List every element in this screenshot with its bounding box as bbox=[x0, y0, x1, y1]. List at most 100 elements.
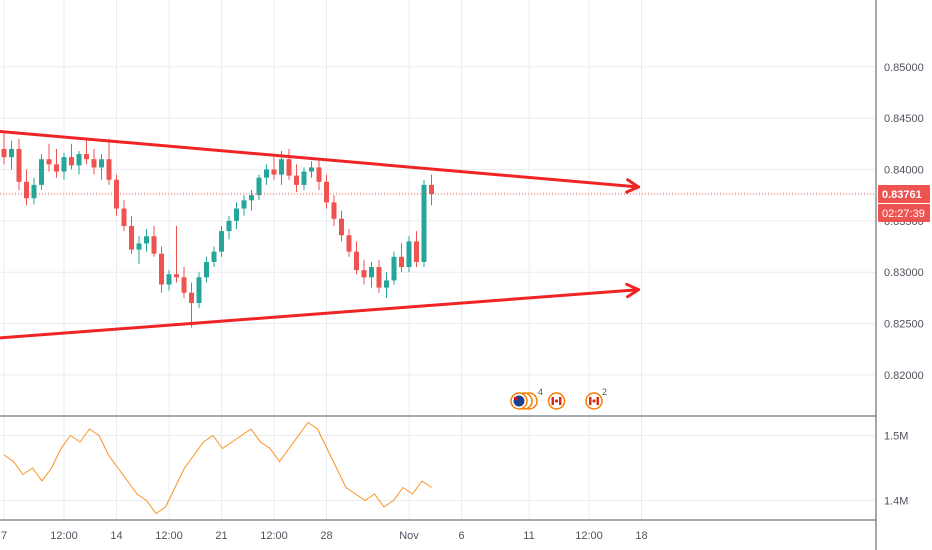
candle-body bbox=[391, 256, 397, 281]
time-tick-label: 12:00 bbox=[50, 530, 78, 542]
canada-flag-icon bbox=[589, 397, 592, 405]
candle-body bbox=[114, 179, 119, 209]
event-count: 2 bbox=[602, 387, 607, 397]
price-tick-label: 0.84500 bbox=[884, 113, 924, 125]
candle-body bbox=[174, 274, 179, 278]
time-tick-label: 12:00 bbox=[155, 530, 183, 542]
candle-body bbox=[76, 154, 82, 166]
last-price-value: 0.83761 bbox=[882, 189, 922, 201]
price-tick-label: 0.84000 bbox=[884, 164, 924, 176]
candle-body bbox=[354, 251, 359, 271]
time-tick-label: 6 bbox=[458, 530, 464, 542]
candle-body bbox=[294, 175, 299, 185]
candle-body bbox=[249, 195, 254, 201]
trendline-arrowhead bbox=[625, 178, 640, 194]
candle-body bbox=[234, 208, 239, 221]
time-tick-label: 21 bbox=[215, 530, 227, 542]
candle-body bbox=[39, 159, 44, 185]
candle-body bbox=[271, 169, 277, 175]
canada-flag-icon bbox=[596, 397, 599, 405]
candle-body bbox=[91, 159, 97, 168]
candle-body bbox=[279, 159, 284, 175]
price-tick-label: 0.82000 bbox=[884, 370, 924, 382]
candle-body bbox=[376, 267, 382, 288]
time-tick-label: 11 bbox=[523, 530, 534, 542]
trendline-arrowhead bbox=[625, 282, 640, 299]
candle-body bbox=[361, 270, 367, 278]
countdown-badge bbox=[878, 204, 930, 223]
canada-flag-icon bbox=[551, 397, 554, 405]
candlestick-series bbox=[0, 133, 876, 328]
australia-flag-icon bbox=[514, 397, 518, 400]
candle-body bbox=[16, 148, 22, 182]
bar-countdown: 02:27:39 bbox=[882, 208, 925, 220]
candle-body bbox=[54, 164, 59, 172]
candle-body bbox=[84, 154, 89, 160]
candle-body bbox=[219, 231, 224, 252]
candle-body bbox=[106, 159, 112, 180]
oscillator-tick-label: 1.4M bbox=[884, 496, 908, 508]
canada-flag-icon bbox=[559, 397, 562, 405]
price-tick-label: 0.82500 bbox=[884, 319, 924, 331]
candle-body bbox=[166, 274, 172, 285]
candle-body bbox=[136, 243, 142, 250]
candle-body bbox=[226, 220, 232, 232]
time-tick-label: 14 bbox=[110, 530, 122, 542]
candle-body bbox=[339, 218, 344, 236]
candle-body bbox=[159, 253, 164, 285]
candle-body bbox=[286, 159, 292, 176]
oscillator-tick-label: 1.5M bbox=[884, 431, 908, 443]
candle-body bbox=[46, 159, 52, 165]
candle-body bbox=[1, 148, 7, 158]
candle-body bbox=[181, 277, 187, 293]
oscillator-line bbox=[3, 421, 432, 515]
time-tick-label: 12:00 bbox=[575, 530, 603, 542]
candle-body bbox=[69, 157, 74, 166]
chart-grid bbox=[0, 0, 876, 520]
candle-body bbox=[24, 181, 29, 199]
candle-body bbox=[61, 157, 67, 172]
candle-body bbox=[264, 169, 269, 178]
candle-body bbox=[414, 241, 419, 262]
candle-body bbox=[211, 251, 217, 262]
trendlines[interactable] bbox=[0, 129, 640, 340]
canada-flag-icon bbox=[592, 399, 596, 403]
canada-flag-icon bbox=[554, 399, 559, 403]
candle-body bbox=[421, 184, 427, 262]
candle-body bbox=[429, 184, 434, 195]
candle-body bbox=[316, 167, 322, 182]
candle-body bbox=[241, 200, 247, 209]
time-tick-label: 12:00 bbox=[260, 530, 288, 542]
candle-body bbox=[324, 181, 329, 203]
candle-body bbox=[144, 236, 149, 244]
price-tick-label: 0.85000 bbox=[884, 62, 924, 74]
candle-body bbox=[99, 159, 104, 168]
candle-body bbox=[121, 208, 127, 226]
candle-body bbox=[189, 292, 194, 304]
candle-body bbox=[406, 241, 412, 268]
candle-body bbox=[129, 225, 134, 250]
candle-body bbox=[31, 184, 37, 199]
candle-body bbox=[256, 177, 262, 196]
time-tick-label: Nov bbox=[399, 530, 419, 542]
candle-body bbox=[309, 167, 314, 172]
time-tick-label: 7 bbox=[1, 530, 7, 542]
time-tick-label: 28 bbox=[320, 530, 332, 542]
price-tick-label: 0.83000 bbox=[884, 267, 924, 279]
candle-body bbox=[331, 202, 337, 219]
candle-body bbox=[196, 277, 202, 304]
candle-body bbox=[369, 267, 374, 278]
event-count: 4 bbox=[538, 387, 543, 397]
candle-body bbox=[151, 236, 157, 254]
oscillator-pane bbox=[3, 421, 432, 515]
lower-trendline[interactable] bbox=[0, 288, 640, 340]
candle-body bbox=[384, 280, 389, 288]
candle-body bbox=[301, 171, 307, 185]
time-tick-label: 18 bbox=[635, 530, 647, 542]
candle-body bbox=[346, 235, 352, 252]
candle-body bbox=[9, 148, 14, 158]
candle-body bbox=[204, 261, 209, 278]
upper-trendline[interactable] bbox=[0, 129, 640, 189]
